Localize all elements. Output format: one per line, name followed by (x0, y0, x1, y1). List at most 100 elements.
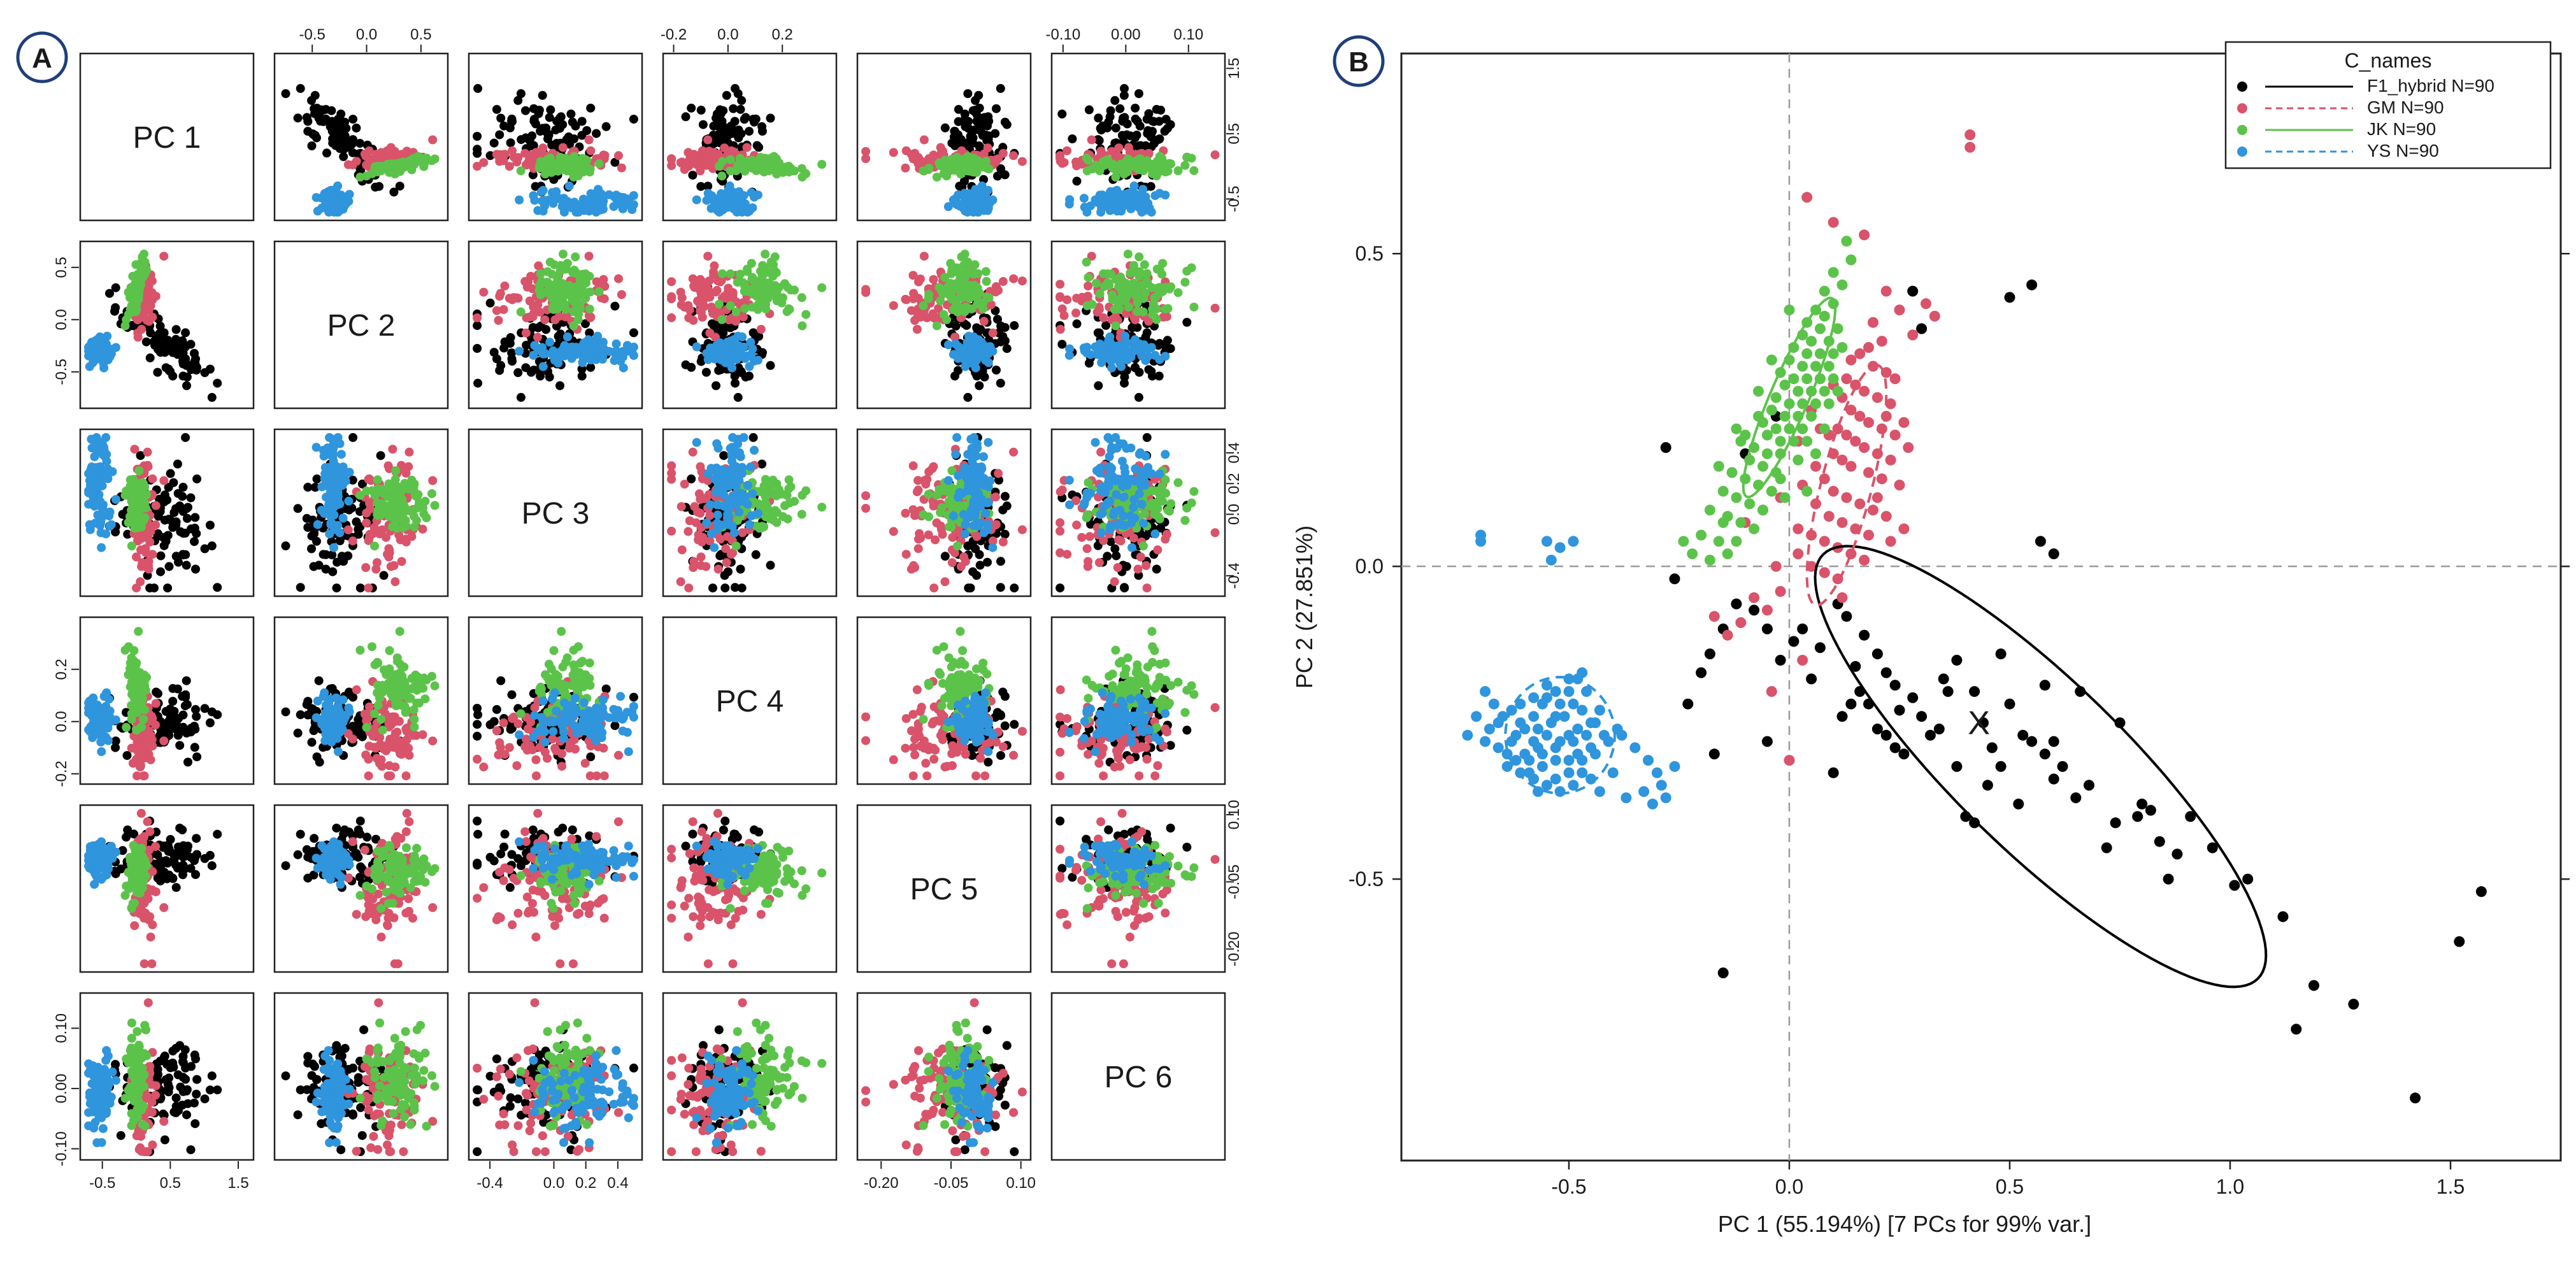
point-f1_hybrid (303, 117, 313, 126)
point-gm (1017, 525, 1027, 534)
point-f1_hybrid (528, 323, 538, 332)
point-ys (338, 513, 348, 523)
point-f1_hybrid (629, 115, 638, 124)
point-gm (617, 163, 626, 173)
point-f1_hybrid (545, 113, 554, 122)
point-gm (533, 332, 542, 342)
point-gm (151, 501, 161, 510)
point-gm (148, 474, 157, 483)
point-gm (136, 577, 145, 587)
point-ys (538, 362, 548, 371)
point-jk (411, 491, 420, 501)
point-gm (722, 558, 731, 568)
point-f1_hybrid (1000, 492, 1010, 501)
point-f1_hybrid (1000, 170, 1010, 180)
point-gm (861, 285, 871, 294)
point-f1_hybrid (1134, 89, 1143, 98)
point-ys (334, 206, 344, 216)
point-ys (85, 476, 94, 485)
point-f1_hybrid (163, 531, 173, 540)
point-f1_hybrid (698, 120, 708, 129)
point-f1_hybrid (766, 113, 775, 123)
point-gm (494, 152, 503, 161)
point-f1_hybrid (1120, 372, 1129, 382)
point-gm (361, 563, 371, 572)
point-gm (343, 525, 353, 534)
point-ys (313, 206, 322, 216)
point-f1_hybrid (719, 451, 729, 461)
point-gm (912, 325, 922, 334)
point-f1_hybrid (766, 561, 775, 570)
point-f1_hybrid (318, 550, 328, 559)
point-f1_hybrid (701, 368, 711, 377)
point-ys (1155, 189, 1164, 198)
point-gm (683, 527, 693, 536)
point-f1_hybrid (327, 106, 336, 115)
point-jk (786, 482, 796, 492)
point-f1_hybrid (975, 113, 985, 123)
point-ys (724, 350, 734, 359)
point-gm (889, 301, 898, 310)
point-jk (797, 510, 806, 519)
point-f1_hybrid (577, 131, 587, 140)
point-gm (533, 300, 543, 310)
point-ys (713, 443, 723, 453)
point-gm (861, 154, 871, 163)
point-f1_hybrid (186, 493, 196, 503)
point-gm (937, 148, 946, 157)
point-gm (473, 162, 482, 171)
point-ys (92, 463, 101, 472)
point-ys (597, 355, 607, 364)
point-f1_hybrid (181, 432, 190, 442)
point-gm (698, 312, 707, 322)
point-f1_hybrid (507, 348, 517, 357)
point-jk (981, 267, 991, 276)
point-ys (750, 445, 759, 455)
point-f1_hybrid (375, 182, 384, 191)
point-ys (111, 495, 120, 504)
point-f1_hybrid (339, 557, 348, 566)
matrix-cell-r1-c5 (856, 52, 1032, 222)
point-ys (336, 450, 346, 459)
point-f1_hybrid (719, 106, 728, 115)
point-f1_hybrid (489, 348, 499, 357)
point-gm (520, 148, 530, 158)
point-f1_hybrid (712, 381, 720, 390)
point-f1_hybrid (566, 110, 576, 118)
point-f1_hybrid (516, 89, 526, 98)
point-gm (143, 447, 152, 457)
point-jk (133, 510, 143, 520)
point-jk (136, 522, 145, 531)
point-f1_hybrid (485, 298, 495, 308)
point-f1_hybrid (1084, 105, 1094, 115)
point-jk (1182, 153, 1192, 162)
point-ys (736, 452, 745, 461)
point-jk (924, 512, 934, 522)
point-f1_hybrid (307, 141, 317, 150)
point-ys (734, 493, 744, 503)
point-f1_hybrid (536, 127, 545, 136)
point-jk (757, 278, 767, 288)
point-gm (586, 312, 596, 322)
point-jk (411, 515, 421, 525)
point-gm (159, 476, 169, 485)
point-gm (1055, 280, 1065, 289)
point-f1_hybrid (1094, 381, 1103, 390)
point-f1_hybrid (521, 363, 531, 373)
point-f1_hybrid (1131, 103, 1140, 113)
point-gm (133, 328, 143, 338)
point-f1_hybrid (1119, 113, 1128, 123)
point-jk (785, 166, 794, 175)
point-f1_hybrid (1002, 344, 1012, 354)
point-gm (1107, 147, 1117, 156)
point-f1_hybrid (1094, 113, 1103, 123)
point-gm (378, 525, 387, 534)
point-ys (747, 511, 756, 520)
point-jk (945, 522, 955, 531)
point-jk (578, 163, 588, 172)
point-gm (961, 557, 970, 566)
point-ys (724, 520, 733, 529)
diagonal-label: PC 3 (522, 497, 590, 531)
point-jk (936, 508, 945, 517)
point-jk (399, 157, 409, 167)
